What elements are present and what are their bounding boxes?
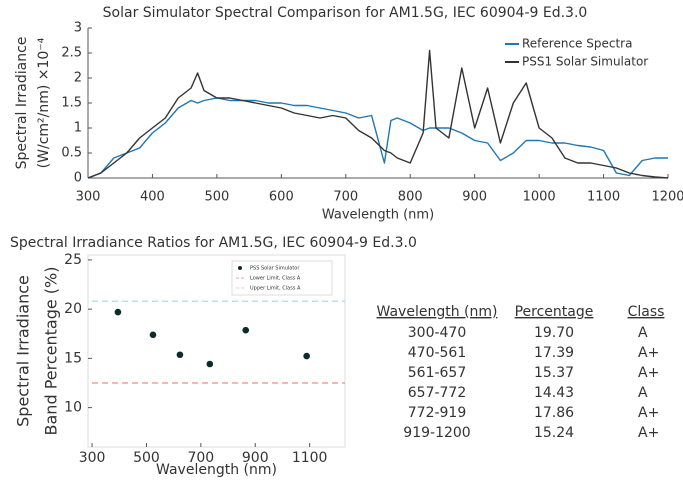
table-cell: A	[638, 385, 648, 401]
table-header: Wavelength (nm)	[377, 304, 498, 320]
x-tick-label: 1100	[292, 450, 328, 466]
table-cell: 772-919	[408, 405, 467, 421]
table-cell: 919-1200	[403, 425, 470, 441]
y-axis-label: Spectral Irradiance	[14, 275, 33, 427]
legend-box	[231, 260, 333, 296]
data-point	[242, 326, 250, 334]
table-cell: 657-772	[408, 385, 467, 401]
y-tick-label: 25	[64, 252, 82, 268]
x-tick-label: 300	[76, 190, 101, 205]
table-cell: 300-470	[408, 325, 467, 341]
x-tick-label: 500	[133, 450, 160, 466]
chart-title: Solar Simulator Spectral Comparison for …	[103, 5, 588, 21]
x-axis-label: Wavelength (nm)	[156, 462, 277, 478]
x-axis-label: Wavelength (nm)	[322, 208, 434, 223]
x-tick-label: 800	[398, 190, 423, 205]
y-tick-label: 1	[74, 121, 82, 136]
data-point	[303, 352, 310, 360]
y-axis-label: Band Percentage (%)	[42, 267, 61, 436]
x-tick-label: 900	[242, 450, 269, 466]
data-point	[176, 351, 184, 359]
table-cell: 19.70	[534, 325, 574, 341]
table-cell: A+	[638, 345, 659, 361]
y-tick-label: 1.5	[61, 96, 82, 111]
table-cell: A+	[638, 425, 659, 441]
table-cell: 15.24	[534, 425, 574, 441]
x-tick-label: 900	[462, 190, 487, 205]
x-tick-label: 600	[269, 190, 294, 205]
y-tick-label: 20	[64, 301, 82, 317]
series-line	[87, 49, 669, 179]
legend-swatch	[238, 266, 242, 270]
x-tick-label: 1000	[523, 190, 556, 205]
y-tick-label: 0	[74, 171, 82, 186]
y-tick-label: 3	[74, 21, 82, 36]
legend-label: PSS1 Solar Simulator	[522, 55, 648, 69]
legend-label: PSS Solar Simulator	[250, 266, 300, 272]
table-cell: A	[638, 325, 648, 341]
x-tick-label: 700	[333, 190, 358, 205]
x-tick-label: 1100	[587, 190, 620, 205]
table-cell: 17.39	[534, 345, 574, 361]
data-point	[206, 360, 214, 368]
table-cell: 14.43	[534, 385, 574, 401]
y-tick-label: 2	[74, 71, 82, 86]
table-cell: 470-561	[408, 345, 467, 361]
y-tick-label: 0.5	[61, 146, 82, 161]
table-cell: 15.37	[534, 365, 574, 381]
x-tick-label: 400	[140, 190, 165, 205]
table-header: Class	[628, 304, 665, 320]
legend-label: Upper Limit, Class A	[250, 286, 301, 292]
x-tick-label: 1200	[651, 190, 683, 205]
legend-label: Reference Spectra	[522, 37, 632, 51]
x-tick-label: 700	[187, 450, 214, 466]
x-tick-label: 500	[204, 190, 229, 205]
table-cell: 561-657	[408, 365, 467, 381]
y-tick-label: 15	[64, 350, 82, 366]
plot-frame	[87, 254, 346, 448]
legend-label: Lower Limit, Class A	[250, 276, 301, 282]
x-tick-label: 300	[79, 450, 106, 466]
y-axis-label: Spectral Irradiance	[14, 37, 30, 170]
y-axis-label: (W/cm²/nm) ×10⁻⁴	[36, 37, 52, 168]
table-header: Percentage	[515, 304, 594, 320]
data-point	[114, 308, 122, 316]
table-cell: A+	[638, 365, 659, 381]
table-cell: 17.86	[534, 405, 574, 421]
table-cell: A+	[638, 405, 659, 421]
chart-title: Spectral Irradiance Ratios for AM1.5G, I…	[10, 235, 417, 251]
data-point	[149, 331, 157, 339]
y-tick-label: 10	[64, 400, 82, 416]
series-line	[87, 97, 668, 179]
y-tick-label: 2.5	[61, 46, 82, 61]
